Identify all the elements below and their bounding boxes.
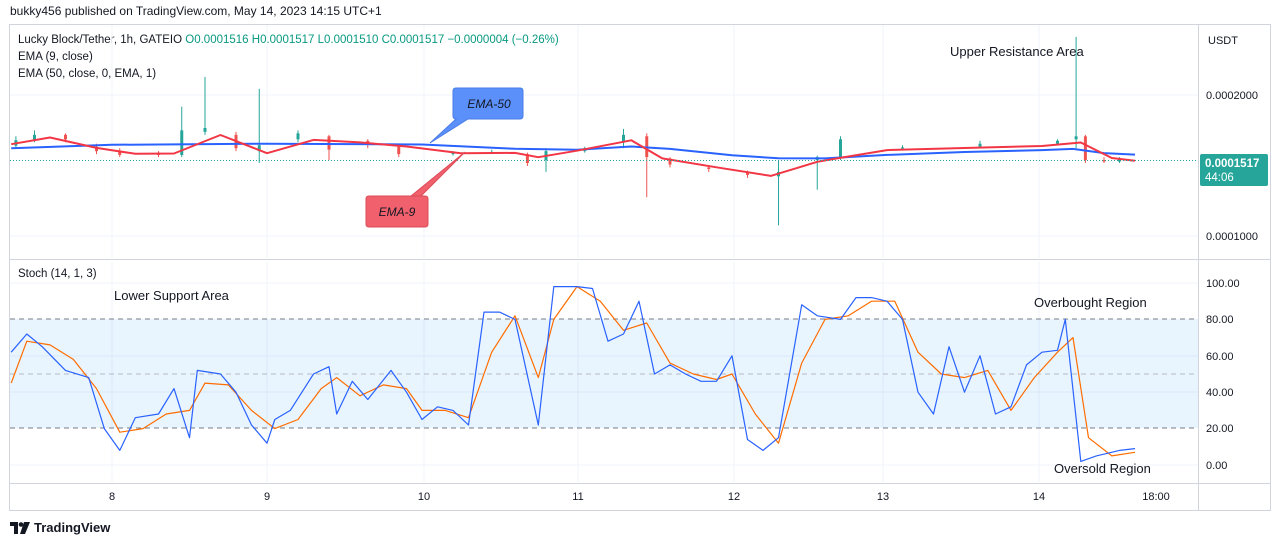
candle xyxy=(203,76,207,135)
ohlc-values: O0.0001516 H0.0001517 L0.0001510 C0.0001… xyxy=(185,34,559,46)
stoch-tick: 20.00 xyxy=(1206,423,1234,435)
candle xyxy=(839,136,842,161)
candle-body xyxy=(203,127,207,132)
stoch-legend[interactable]: Stoch (14, 1, 3) xyxy=(18,268,97,280)
price-tick: 0.0001000 xyxy=(1206,231,1258,243)
stoch-tick: 100.00 xyxy=(1206,278,1240,290)
candle-body xyxy=(64,134,67,140)
candle-body xyxy=(1056,140,1059,144)
tradingview-logo-icon xyxy=(10,521,30,534)
time-tick: 14 xyxy=(1033,491,1045,503)
candle-body xyxy=(397,146,401,155)
candle xyxy=(180,106,184,158)
candle-body xyxy=(451,152,455,155)
candle-body xyxy=(1102,160,1106,162)
published-by-text: bukky456 published on TradingView.com, M… xyxy=(10,4,382,18)
candle-body xyxy=(525,154,529,164)
symbol-legend[interactable]: Lucky Block/Tether, 1h, GATEIO O0.000151… xyxy=(18,34,559,46)
candle xyxy=(622,128,625,149)
candle-body xyxy=(622,134,625,143)
time-tick: 9 xyxy=(264,491,270,503)
chart-frame xyxy=(9,24,1271,511)
candles-layer[interactable] xyxy=(14,36,1134,226)
candle-body xyxy=(839,139,842,158)
candle-body xyxy=(901,147,904,149)
candle xyxy=(1074,36,1078,149)
ema9-legend[interactable]: EMA (9, close) xyxy=(18,51,93,63)
tradingview-brand-label: TradingView xyxy=(34,520,111,535)
stoch-k-line xyxy=(10,286,1136,462)
candle-body xyxy=(33,134,36,141)
tradingview-brand[interactable]: TradingView xyxy=(10,520,110,535)
candle-body xyxy=(1118,158,1121,162)
currency-label[interactable]: USDT xyxy=(1208,35,1238,47)
candle xyxy=(327,134,331,161)
candle-body xyxy=(257,145,261,152)
symbol-name[interactable]: Lucky Block/Tether, 1h, GATEIO xyxy=(18,34,183,46)
time-axis[interactable]: 8 9 10 11 12 13 14 18:00 xyxy=(109,491,1170,503)
stoch-tick: 80.00 xyxy=(1206,314,1234,326)
time-tick: 10 xyxy=(418,491,430,503)
current-price-badge xyxy=(1200,154,1268,186)
candle-body xyxy=(180,130,184,156)
current-price-label: 0.0001517 xyxy=(1205,158,1259,170)
candle xyxy=(257,88,261,164)
ema9-callout-label: EMA-9 xyxy=(379,205,416,219)
time-tick: 13 xyxy=(877,491,889,503)
stoch-tick: 40.00 xyxy=(1206,387,1234,399)
candle-body xyxy=(978,143,982,147)
lower-support-label: Lower Support Area xyxy=(114,288,230,303)
candle-body xyxy=(327,136,331,150)
stoch-tick: 60.00 xyxy=(1206,351,1234,363)
candle xyxy=(296,130,300,143)
candle xyxy=(1102,157,1106,164)
price-tick: 0.0002000 xyxy=(1206,90,1258,102)
price-grid xyxy=(10,25,1198,258)
candle xyxy=(645,133,649,198)
time-tick: 18:00 xyxy=(1142,491,1170,503)
overbought-label: Overbought Region xyxy=(1034,295,1147,310)
ema-layer[interactable] xyxy=(11,134,1136,177)
candle-body xyxy=(95,146,98,152)
time-tick: 12 xyxy=(728,491,740,503)
ema50-legend[interactable]: EMA (50, close, 0, EMA, 1) xyxy=(18,68,157,80)
stoch-d-line xyxy=(10,286,1136,457)
bar-countdown-label: 44:06 xyxy=(1205,172,1234,184)
ema9-line xyxy=(11,134,1136,177)
candle-body xyxy=(1074,136,1078,140)
candle xyxy=(118,148,122,158)
candle-body xyxy=(1083,136,1087,161)
candle xyxy=(777,160,780,226)
oversold-label: Oversold Region xyxy=(1054,461,1151,476)
candle-body xyxy=(668,158,672,165)
time-tick: 11 xyxy=(572,491,583,503)
stoch-tick: 0.00 xyxy=(1206,460,1227,472)
time-tick: 8 xyxy=(109,491,115,503)
upper-resistance-label: Upper Resistance Area xyxy=(950,44,1084,59)
candle-body xyxy=(296,133,300,140)
candle-body xyxy=(746,171,749,175)
candle xyxy=(1083,134,1087,164)
candle-body xyxy=(118,151,122,156)
ema50-callout-label: EMA-50 xyxy=(467,97,511,111)
stoch-lines-layer[interactable] xyxy=(10,286,1136,462)
candle-body xyxy=(707,167,711,169)
ema50-callout: EMA-50 xyxy=(429,87,524,144)
ema9-callout: EMA-9 xyxy=(365,151,466,228)
